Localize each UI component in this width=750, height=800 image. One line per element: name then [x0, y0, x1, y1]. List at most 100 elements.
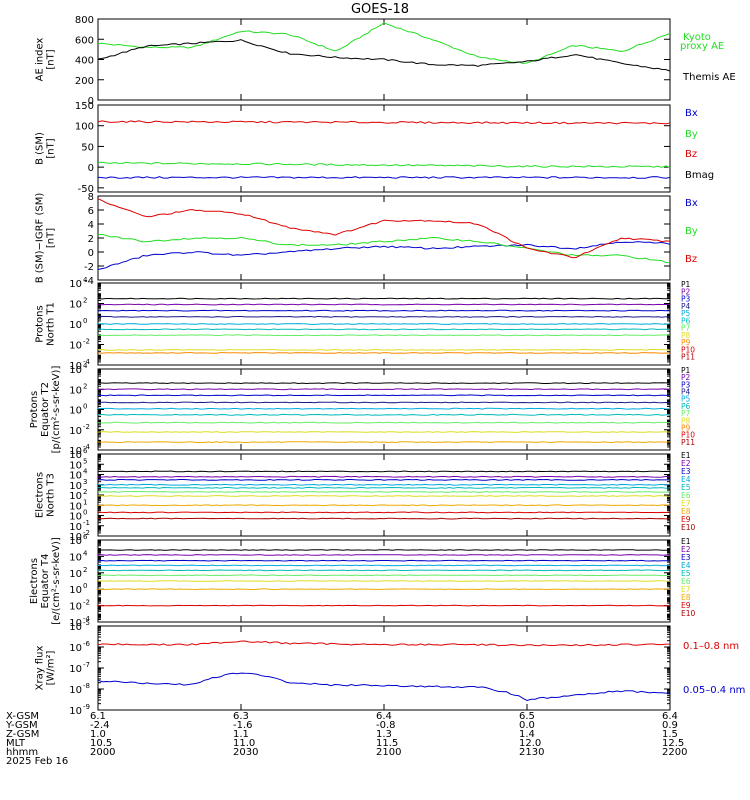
footer-value: -2.4 — [90, 720, 110, 731]
y-tick-label: 10 — [69, 685, 82, 696]
y-tick-label: 10 — [69, 664, 82, 675]
y-tick-exponent: 0 — [83, 582, 87, 590]
legend-entry: P2 — [681, 287, 691, 296]
y-tick-label: 10 — [69, 341, 82, 352]
y-axis-label: Electrons — [29, 558, 40, 604]
panel-frame — [97, 18, 671, 101]
legend-entry: P9 — [681, 338, 691, 347]
y-tick-label: 2 — [88, 234, 94, 245]
series-line-e7 — [97, 495, 671, 497]
footer-value: 11.0 — [233, 738, 255, 749]
legend-entry: P8 — [681, 331, 691, 340]
series-line-p6 — [97, 328, 671, 331]
footer-value: 6.1 — [90, 711, 106, 722]
y-tick-label: 10 — [69, 300, 82, 311]
footer-value: 2200 — [662, 747, 687, 758]
panel-3: 8 6 4 2 0 -2 -4 B (SM)−IGRF (SM) [nT] Bx By Bz — [35, 192, 698, 287]
legend-entry: Bx — [685, 108, 698, 119]
y-tick-label: 10 — [69, 622, 82, 633]
legend-entry: P7 — [681, 324, 691, 333]
y-axis-label: [W/m²] — [46, 650, 57, 685]
series-line-e6 — [97, 490, 671, 493]
y-axis-label: Equator T4 — [40, 554, 51, 609]
y-tick-label: 10 — [69, 643, 82, 654]
legend-entry: E8 — [681, 593, 691, 602]
y-tick-label: 10 — [69, 552, 82, 563]
y-tick-exponent: -2 — [83, 529, 90, 537]
legend-entry: P5 — [681, 395, 691, 404]
legend-entry: E10 — [681, 609, 696, 618]
series-line-0-05-0-4-nm — [97, 672, 670, 702]
series-line-e8 — [97, 504, 671, 507]
legend-entry: P8 — [681, 416, 691, 425]
legend-entry: Bz — [685, 149, 697, 160]
panel-frame — [97, 625, 671, 711]
series-line-e9 — [97, 604, 671, 607]
y-tick-label: 10 — [69, 491, 82, 502]
y-tick-label: 0 — [88, 248, 94, 259]
y-axis-label: [e/(cm²-s-sr-keV)] — [51, 537, 62, 625]
y-axis-label: [nT] — [46, 49, 57, 69]
y-tick-label: 10 — [69, 618, 82, 629]
series-line-p2 — [97, 303, 671, 306]
y-axis-label: [nT] — [46, 138, 57, 158]
legend-entry: E6 — [681, 577, 691, 586]
legend-entry: E8 — [681, 507, 691, 516]
series-line-kyoto-proxy-ae — [97, 22, 671, 65]
y-tick-exponent: 2 — [83, 488, 87, 496]
legend-entry: Bz — [685, 254, 697, 265]
series-line-p5 — [97, 323, 671, 325]
series-line-e5 — [98, 486, 671, 489]
series-line-e3 — [97, 559, 671, 562]
series-line-e9 — [97, 511, 671, 514]
series-line-p8 — [97, 431, 671, 433]
y-tick-exponent: -6 — [83, 640, 91, 648]
y-tick-exponent: 4 — [83, 276, 88, 284]
footer-value: 1.1 — [233, 729, 249, 740]
y-axis-label: B (SM) — [35, 132, 46, 165]
footer-value: 1.3 — [376, 729, 392, 740]
y-tick-label: 10 — [69, 569, 82, 580]
legend-entry: P1 — [681, 366, 691, 375]
y-tick-label: 10 — [69, 512, 82, 523]
series-line-p4 — [97, 401, 671, 404]
legend-entry: P5 — [681, 309, 691, 318]
y-tick-label: 100 — [75, 122, 94, 133]
series-line-p7 — [97, 421, 671, 424]
legend-entry: E3 — [681, 553, 691, 562]
series-line-e10 — [97, 517, 671, 520]
legend-entry: By — [685, 226, 698, 237]
footer-row-label: hhmm — [6, 747, 38, 758]
panel-2: 150 100 50 0 -50 B (SM) [nT] Bx By Bz Bmag — [35, 101, 715, 195]
series-line-e4 — [98, 564, 671, 567]
y-tick-exponent: 1 — [83, 498, 87, 506]
legend-entry: E6 — [681, 491, 691, 500]
y-tick-exponent: 6 — [83, 447, 88, 455]
y-tick-exponent: 4 — [83, 468, 88, 476]
footer-value: -1.6 — [233, 720, 253, 731]
series-line-themis-ae — [97, 39, 671, 72]
y-tick-label: 10 — [69, 602, 82, 613]
y-tick-exponent: 3 — [83, 478, 87, 486]
series-line-p2 — [97, 388, 671, 391]
series-line-bx — [97, 241, 671, 270]
y-tick-exponent: 2 — [83, 382, 87, 390]
legend-entry: E2 — [681, 545, 691, 554]
series-line-e8 — [97, 588, 671, 591]
y-tick-exponent: 0 — [83, 317, 87, 325]
y-tick-label: 10 — [69, 385, 82, 396]
footer-value: 0.9 — [662, 720, 678, 731]
footer-value: 12.0 — [519, 738, 541, 749]
y-tick-label: 50 — [81, 142, 94, 153]
legend-entry: P4 — [681, 388, 691, 397]
series-line-p1 — [97, 297, 671, 300]
series-line-e1 — [97, 470, 671, 473]
legend-entry: P7 — [681, 409, 691, 418]
series-line-e6 — [97, 574, 670, 577]
legend-entry: E7 — [681, 585, 691, 594]
